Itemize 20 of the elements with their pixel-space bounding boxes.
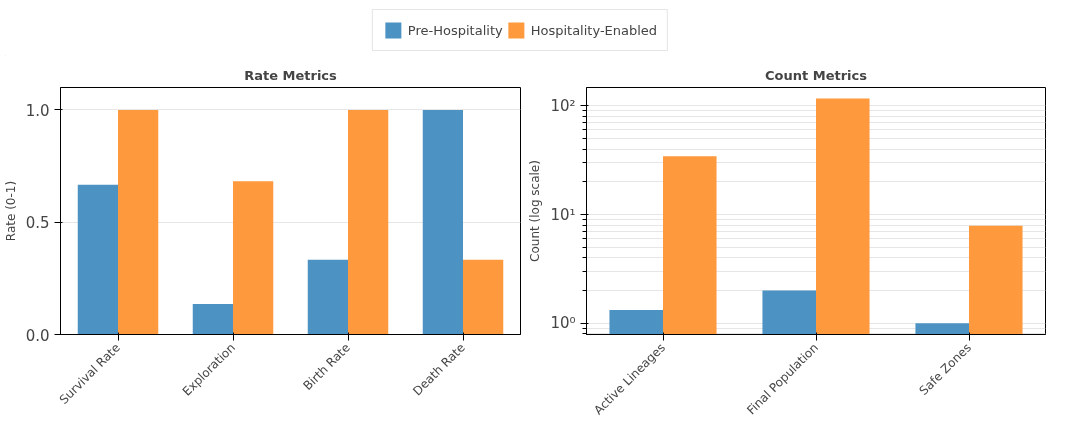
y-tick-label: 10⁰	[550, 314, 576, 333]
bar	[422, 109, 463, 335]
y-tick-label: 10¹	[550, 205, 576, 224]
y-tick-label: 1.0	[25, 101, 50, 120]
legend-label: Hospitality-Enabled	[530, 22, 658, 38]
chart-title: Rate Metrics	[244, 67, 338, 83]
y-axis-title: Rate (0-1)	[3, 180, 18, 242]
bar	[307, 259, 348, 335]
chart-title: Count Metrics	[765, 67, 868, 83]
y-tick-label: 0.0	[25, 326, 50, 345]
y-axis-title: Count (log scale)	[528, 160, 543, 262]
bar	[463, 259, 504, 335]
bar	[77, 184, 118, 335]
bar	[118, 109, 159, 335]
legend-label: Pre-Hospitality	[407, 22, 503, 38]
bar	[233, 181, 274, 335]
y-tick-label: 10²	[550, 96, 576, 115]
bar	[192, 303, 233, 335]
bar	[348, 109, 389, 335]
y-tick-label: 0.5	[25, 214, 50, 233]
